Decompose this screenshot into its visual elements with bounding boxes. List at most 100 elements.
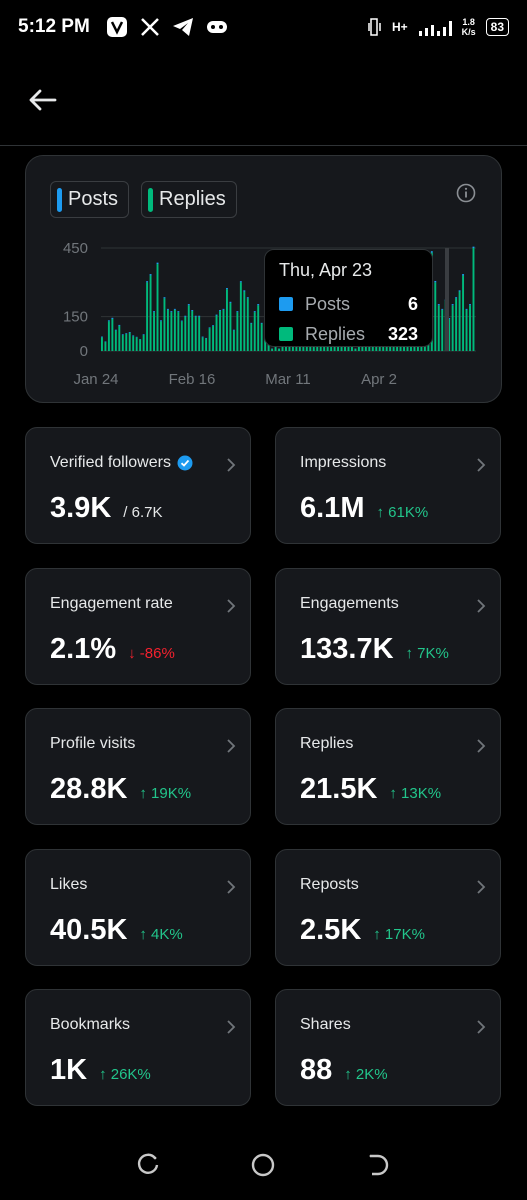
bar-replies: [118, 325, 121, 351]
metric-value-row: 6.1M ↑ 61K%: [300, 492, 428, 525]
metric-value-row: 2.5K ↑ 17K%: [300, 914, 425, 947]
bar-posts: [160, 320, 162, 322]
bar-posts: [455, 297, 458, 299]
chevron-right-icon: [477, 1020, 486, 1034]
metric-label: Replies: [300, 735, 354, 752]
x-tick-label: Jan 24: [73, 371, 118, 388]
bar-replies: [135, 337, 138, 351]
bar-replies: [187, 305, 190, 351]
verified-badge-icon: [177, 455, 193, 471]
y-tick-label: 0: [80, 343, 88, 360]
bar-replies: [455, 298, 458, 351]
bar-posts: [472, 246, 475, 248]
bar-replies: [344, 344, 346, 351]
bar-posts: [107, 320, 110, 322]
bar-replies: [215, 315, 218, 351]
bar-posts: [250, 322, 253, 324]
bar-replies: [139, 339, 142, 351]
bar-replies: [469, 305, 471, 351]
bar-replies: [194, 316, 197, 351]
bar-posts: [219, 310, 221, 311]
back-button[interactable]: [22, 80, 62, 120]
bar-replies: [208, 328, 211, 351]
bar-replies: [260, 323, 263, 351]
bar-posts: [246, 297, 249, 299]
metric-card-profile-visits[interactable]: Profile visits 28.8K ↑ 19K%: [25, 708, 251, 825]
home-circle-icon: [252, 1153, 275, 1177]
tooltip-replies-swatch: [279, 327, 293, 341]
metric-value-row: 1K ↑ 26K%: [50, 1054, 151, 1087]
bar-replies: [177, 312, 180, 351]
bar-replies: [114, 330, 117, 351]
metric-label: Verified followers: [50, 454, 193, 472]
metric-change: ↑ 13K%: [389, 785, 442, 802]
metric-card-shares[interactable]: Shares 88 ↑ 2K%: [275, 989, 501, 1106]
bar-posts: [111, 317, 114, 319]
bar-posts: [226, 288, 228, 290]
back-nav-icon: [369, 1154, 389, 1176]
bar-replies: [111, 318, 114, 351]
bar-replies: [125, 333, 128, 351]
metric-value: 3.9K: [50, 492, 112, 524]
bar-posts: [125, 333, 128, 334]
metric-change: ↑ 2K%: [344, 1066, 388, 1083]
info-icon[interactable]: [455, 182, 477, 204]
bar-posts: [236, 311, 239, 313]
x-app-icon: [140, 18, 159, 36]
bar-replies: [239, 282, 242, 351]
metric-value: 2.1%: [50, 633, 117, 665]
bar-replies: [281, 344, 284, 351]
chevron-right-icon: [477, 458, 486, 472]
tooltip-replies-value: 323: [387, 323, 418, 344]
bar-posts: [437, 304, 440, 306]
bar-replies: [462, 275, 465, 351]
bar-posts: [222, 308, 225, 310]
bar-replies: [198, 316, 201, 351]
bar-replies: [132, 336, 135, 351]
bar-replies: [434, 282, 437, 351]
vibrate-icon: [368, 18, 381, 36]
metric-value-row: 21.5K ↑ 13K%: [300, 773, 441, 806]
bar-replies: [347, 344, 350, 351]
metric-card-replies[interactable]: Replies 21.5K ↑ 13K%: [275, 708, 501, 825]
bar-replies: [107, 321, 110, 351]
bar-posts: [198, 315, 201, 317]
metric-card-likes[interactable]: Likes 40.5K ↑ 4K%: [25, 849, 251, 966]
back-nav-button[interactable]: [359, 1145, 399, 1185]
recents-button[interactable]: [128, 1145, 168, 1185]
signal-icon: [418, 21, 452, 36]
metric-change: ↓ -86%: [128, 645, 175, 662]
recents-icon: [137, 1153, 159, 1174]
metric-value: 28.8K: [50, 773, 128, 805]
metric-card-reposts[interactable]: Reposts 2.5K ↑ 17K%: [275, 849, 501, 966]
y-tick-label: 450: [63, 240, 88, 257]
bar-posts: [232, 329, 235, 331]
metric-card-bookmarks[interactable]: Bookmarks 1K ↑ 26K%: [25, 989, 251, 1106]
metric-value: 2.5K: [300, 914, 362, 946]
bar-posts: [153, 311, 155, 313]
bar-posts: [191, 310, 194, 311]
metric-card-verified-followers[interactable]: Verified followers 3.9K / 6.7K: [25, 427, 251, 544]
bar-posts: [451, 304, 454, 306]
metric-change: ↑ 17K%: [373, 926, 425, 943]
metric-card-impressions[interactable]: Impressions 6.1M ↑ 61K%: [275, 427, 501, 544]
bar-replies: [163, 298, 166, 351]
bar-replies: [232, 330, 235, 351]
home-button[interactable]: [243, 1145, 283, 1185]
metric-label: Impressions: [300, 454, 387, 471]
metric-card-engagement-rate[interactable]: Engagement rate 2.1% ↓ -86%: [25, 568, 251, 685]
legend-replies-button[interactable]: Replies: [141, 181, 237, 218]
chevron-right-icon: [477, 599, 486, 613]
legend-replies-label: Replies: [159, 188, 226, 210]
legend-posts-button[interactable]: Posts: [50, 181, 130, 218]
top-bar: [0, 54, 527, 146]
network-type: H+: [391, 20, 408, 34]
metric-change: ↑ 7K%: [405, 645, 449, 662]
metric-value: 6.1M: [300, 492, 365, 524]
bar-posts: [448, 318, 451, 319]
metric-card-engagements[interactable]: Engagements 133.7K ↑ 7K%: [275, 568, 501, 685]
bar-posts: [215, 314, 218, 316]
bar-posts: [187, 304, 190, 306]
metric-value-row: 88 ↑ 2K%: [300, 1054, 388, 1087]
metric-value: 133.7K: [300, 633, 394, 665]
